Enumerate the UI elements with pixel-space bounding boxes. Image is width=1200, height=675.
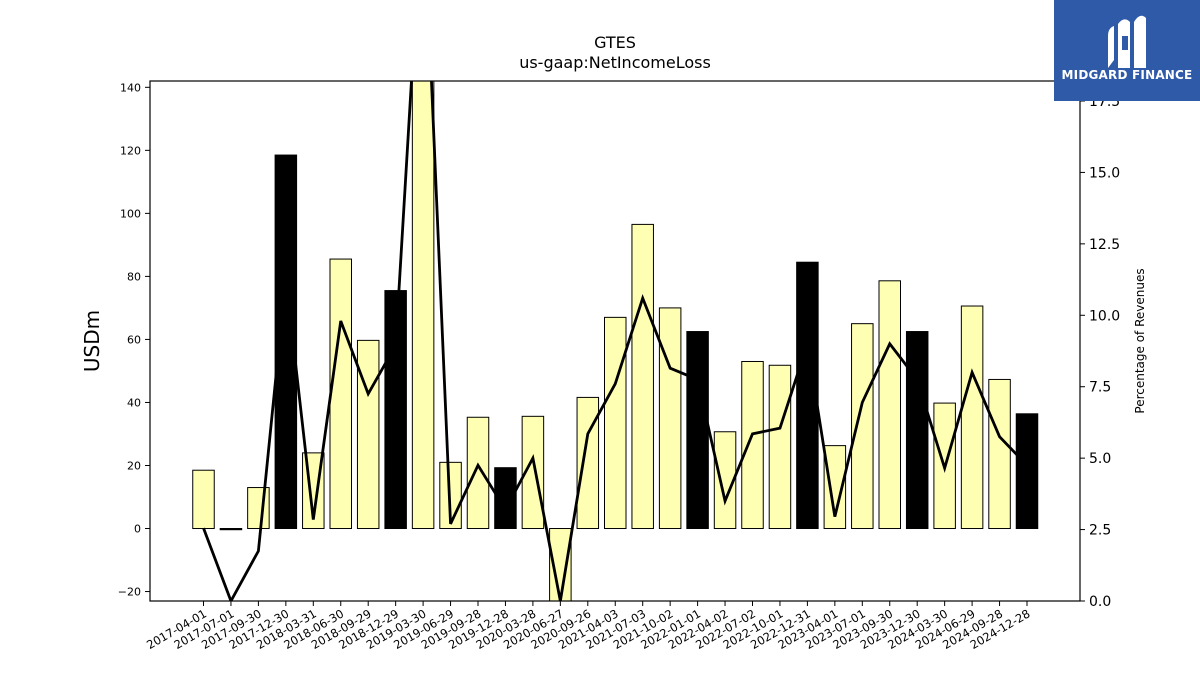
bar bbox=[384, 290, 407, 530]
bar bbox=[1015, 413, 1039, 530]
right-y-axis-label: Percentage of Revenues bbox=[1133, 268, 1147, 413]
bar bbox=[768, 364, 792, 530]
bar bbox=[988, 378, 1011, 530]
bar bbox=[796, 261, 819, 530]
bar bbox=[494, 467, 517, 530]
y2-tick-label: 0.0 bbox=[1089, 594, 1111, 610]
midgard-logo-icon bbox=[1108, 15, 1146, 68]
y-tick-label: 0 bbox=[134, 523, 141, 536]
bar-series bbox=[192, 80, 1039, 602]
bar bbox=[878, 280, 901, 530]
bar bbox=[604, 316, 627, 530]
bar bbox=[576, 396, 600, 530]
bar bbox=[411, 80, 435, 530]
bar bbox=[686, 331, 709, 530]
bar bbox=[905, 331, 929, 530]
y-tick-label: 100 bbox=[120, 207, 141, 220]
y-tick-label: −20 bbox=[118, 586, 141, 599]
y-tick-label: 80 bbox=[127, 270, 141, 283]
bar bbox=[247, 487, 270, 530]
bar bbox=[960, 305, 984, 530]
bar bbox=[851, 323, 874, 530]
bar bbox=[713, 431, 737, 530]
bar bbox=[823, 445, 847, 530]
bar bbox=[741, 360, 764, 530]
chart-title: GTES bbox=[594, 33, 636, 52]
y2-tick-label: 2.5 bbox=[1089, 523, 1111, 539]
bar bbox=[274, 154, 298, 530]
x-axis: 2017-04-012017-07-012017-09-302017-12-30… bbox=[144, 601, 1033, 652]
y-tick-label: 120 bbox=[120, 144, 141, 157]
line-path bbox=[202, 81, 1029, 601]
brand-logo: MIDGARD FINANCE bbox=[1054, 0, 1200, 101]
bar bbox=[219, 528, 243, 531]
y2-tick-label: 12.5 bbox=[1089, 237, 1120, 253]
bar bbox=[521, 415, 545, 530]
bar bbox=[329, 258, 352, 530]
y2-tick-label: 10.0 bbox=[1089, 308, 1120, 324]
y-tick-label: 60 bbox=[127, 333, 141, 346]
logo-text: MIDGARD FINANCE bbox=[1061, 68, 1193, 82]
line-series bbox=[202, 81, 1029, 601]
y-axis-label: USDm bbox=[80, 310, 104, 372]
y-tick-label: 140 bbox=[120, 81, 141, 94]
y2-tick-label: 7.5 bbox=[1089, 380, 1111, 396]
bar bbox=[658, 307, 682, 530]
y2-tick-label: 15.0 bbox=[1089, 165, 1120, 181]
y-tick-label: 20 bbox=[127, 459, 141, 472]
chart-subtitle: us-gaap:NetIncomeLoss bbox=[519, 53, 711, 72]
y2-tick-label: 5.0 bbox=[1089, 451, 1111, 467]
left-y-axis: −20 0 20 40 60 80 100 120 140 bbox=[118, 81, 150, 599]
right-y-axis: 0.02.55.07.510.012.515.017.5 bbox=[1080, 94, 1120, 610]
y-tick-label: 40 bbox=[127, 396, 141, 409]
bar bbox=[192, 469, 215, 530]
bar bbox=[466, 416, 490, 530]
bar bbox=[356, 339, 380, 530]
bar bbox=[631, 223, 654, 530]
